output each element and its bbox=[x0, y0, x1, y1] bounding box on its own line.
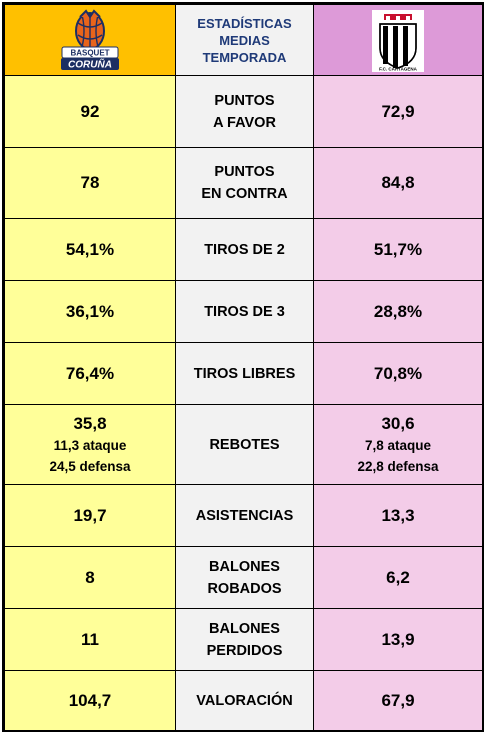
table-row: 92 PUNTOS A FAVOR 72,9 bbox=[4, 75, 483, 148]
home-value-valoracion: 104,7 bbox=[68, 690, 112, 710]
away-value-puntos-contra: 84,8 bbox=[381, 173, 415, 192]
fc-cartagena-crest: F.C. CARTAGENA bbox=[372, 10, 424, 72]
stat-label-line: TIROS LIBRES bbox=[193, 365, 296, 382]
stat-label-line: PERDIDOS bbox=[206, 642, 283, 659]
table-row: 35,8 11,3 ataque 24,5 defensa REBOTES 30… bbox=[4, 404, 483, 485]
table-title: ESTADÍSTICAS MEDIAS TEMPORADA bbox=[175, 4, 314, 76]
stat-label-line: TIROS DE 2 bbox=[204, 241, 285, 258]
stat-label-line: PUNTOS bbox=[214, 92, 275, 109]
away-team-header: F.C. CARTAGENA bbox=[313, 4, 483, 76]
table-row: 11 BALONES PERDIDOS 13,9 bbox=[4, 608, 483, 671]
stat-label-line: BALONES bbox=[209, 620, 280, 637]
title-line-1: ESTADÍSTICAS bbox=[197, 15, 292, 31]
crest-text: F.C. CARTAGENA bbox=[379, 67, 417, 72]
season-average-stats-table: BASQUET CORUÑA ESTADÍSTICAS MEDIAS TEMPO… bbox=[4, 4, 483, 731]
away-value-valoracion: 67,9 bbox=[381, 690, 415, 710]
home-rebotes-ataque: 11,3 ataque bbox=[53, 437, 127, 453]
away-value-rebotes: 30,6 bbox=[381, 413, 415, 433]
home-value-tiros-3: 36,1% bbox=[65, 301, 115, 321]
away-rebotes-ataque: 7,8 ataque bbox=[364, 437, 432, 453]
home-team-header: BASQUET CORUÑA bbox=[4, 4, 176, 76]
home-value-puntos-contra: 78 bbox=[80, 173, 100, 192]
stat-label-line: TIROS DE 3 bbox=[204, 303, 285, 320]
home-value-robados: 8 bbox=[85, 567, 95, 587]
stat-label-line: VALORACIÓN bbox=[196, 692, 293, 709]
table-row: 8 BALONES ROBADOS 6,2 bbox=[4, 546, 483, 609]
stat-label-line: REBOTES bbox=[209, 436, 280, 453]
home-value-puntos-favor: 92 bbox=[80, 101, 100, 121]
table-row: 54,1% TIROS DE 2 51,7% bbox=[4, 218, 483, 281]
away-rebotes-defensa: 22,8 defensa bbox=[357, 458, 439, 474]
stat-label-line: EN CONTRA bbox=[201, 186, 288, 202]
home-rebotes-defensa: 24,5 defensa bbox=[49, 458, 131, 474]
title-line-2: MEDIAS bbox=[219, 32, 270, 48]
header-row: BASQUET CORUÑA ESTADÍSTICAS MEDIAS TEMPO… bbox=[4, 4, 483, 76]
stat-label-line: ROBADOS bbox=[207, 580, 282, 597]
away-value-tiros-3: 28,8% bbox=[373, 301, 423, 321]
away-value-robados: 6,2 bbox=[386, 567, 410, 587]
table-row: 104,7 VALORACIÓN 67,9 bbox=[4, 670, 483, 731]
away-value-puntos-favor: 72,9 bbox=[381, 101, 415, 121]
home-value-tiros-libres: 76,4% bbox=[65, 363, 115, 383]
logo-text-line-1: BASQUET bbox=[70, 49, 109, 58]
home-value-asistencias: 19,7 bbox=[73, 505, 107, 525]
logo-text-line-2: CORUÑA bbox=[68, 58, 112, 71]
away-value-tiros-libres: 70,8% bbox=[373, 363, 423, 383]
stat-label-line: BALONES bbox=[209, 558, 280, 575]
title-line-3: TEMPORADA bbox=[202, 49, 287, 65]
table-row: 76,4% TIROS LIBRES 70,8% bbox=[4, 342, 483, 405]
home-value-rebotes: 35,8 bbox=[73, 413, 107, 433]
stat-label-line: PUNTOS bbox=[214, 164, 275, 180]
away-value-tiros-2: 51,7% bbox=[373, 239, 423, 259]
stat-label-line: ASISTENCIAS bbox=[195, 507, 294, 524]
stat-label-line: A FAVOR bbox=[213, 114, 276, 131]
table-row: 19,7 ASISTENCIAS 13,3 bbox=[4, 484, 483, 547]
home-value-perdidos: 11 bbox=[81, 629, 99, 649]
away-value-asistencias: 13,3 bbox=[381, 505, 415, 525]
away-value-perdidos: 13,9 bbox=[381, 629, 415, 649]
table-row: 78 PUNTOS EN CONTRA 84,8 bbox=[4, 147, 483, 219]
home-value-tiros-2: 54,1% bbox=[65, 239, 115, 259]
table-row: 36,1% TIROS DE 3 28,8% bbox=[4, 280, 483, 343]
basquet-coruna-logo: BASQUET CORUÑA bbox=[60, 9, 120, 71]
